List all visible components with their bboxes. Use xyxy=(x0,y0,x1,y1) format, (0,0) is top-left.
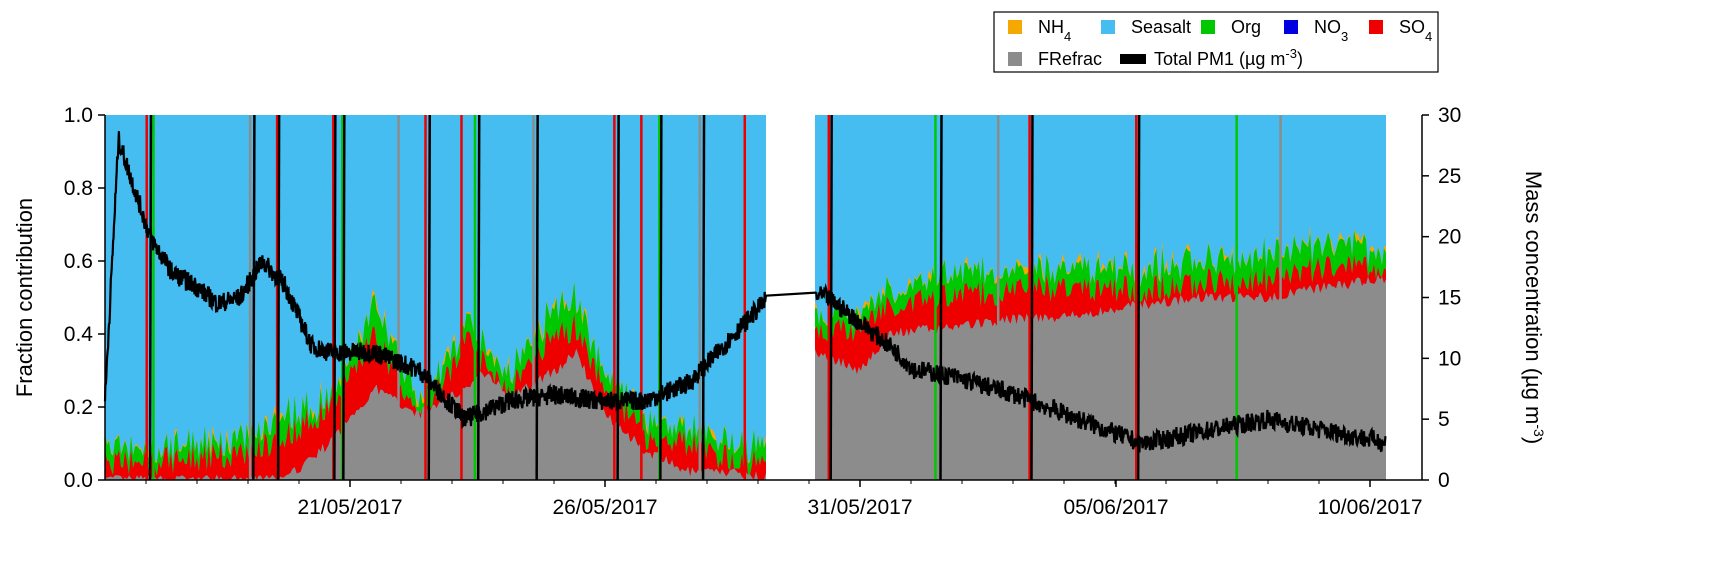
total-pm1-spike xyxy=(476,114,481,481)
event-spike xyxy=(743,115,747,480)
event-spike xyxy=(397,115,400,480)
y-left-tick-label: 0.6 xyxy=(64,250,93,273)
y-right-tick-label: 15 xyxy=(1438,287,1461,310)
total-pm1-spike xyxy=(342,114,346,481)
legend-swatch-org xyxy=(1201,20,1215,34)
event-spike xyxy=(532,115,535,480)
event-spike xyxy=(248,115,252,480)
event-spike xyxy=(698,115,702,480)
event-spike xyxy=(934,115,937,480)
legend-swatch-no3 xyxy=(1284,20,1298,34)
total-pm1-spike xyxy=(252,114,256,481)
org-band xyxy=(105,281,766,476)
event-spike xyxy=(332,115,335,480)
y-left-tick-label: 0.0 xyxy=(64,469,93,492)
total-pm1-spike xyxy=(427,114,432,481)
y-left-tick-label: 0.2 xyxy=(64,396,93,419)
legend-swatch-nh4 xyxy=(1008,20,1022,34)
y-right-tick-label: 20 xyxy=(1438,226,1461,249)
legend-swatch-so4 xyxy=(1369,20,1383,34)
event-spike xyxy=(996,115,1000,480)
frefrac-band xyxy=(105,348,766,480)
plot-area xyxy=(103,114,1387,481)
x-tick-label: 05/06/2017 xyxy=(1063,496,1168,519)
y-right-tick-label: 10 xyxy=(1438,347,1461,370)
y-right-tick-label: 30 xyxy=(1438,104,1461,127)
y-right-tick-label: 5 xyxy=(1438,408,1450,431)
legend-swatch-seasalt xyxy=(1101,20,1115,34)
total-pm1-spike xyxy=(1136,114,1141,481)
y-left-tick-label: 0.4 xyxy=(64,323,94,346)
x-tick-label: 10/06/2017 xyxy=(1317,496,1422,519)
event-spike xyxy=(1135,115,1138,480)
event-spike xyxy=(1235,115,1238,480)
event-spike xyxy=(658,115,661,480)
y-right-tick-label: 25 xyxy=(1438,165,1461,188)
total-pm1-spike xyxy=(829,114,833,481)
total-pm1-spike xyxy=(659,114,663,481)
event-spike xyxy=(341,115,344,480)
legend-label-no3: NO3 xyxy=(1314,17,1348,44)
total-pm1-spike xyxy=(148,114,153,481)
legend-swatch-total xyxy=(1120,54,1146,64)
event-spike xyxy=(613,115,616,480)
y-left-tick-label: 1.0 xyxy=(64,104,93,127)
x-tick-label: 31/05/2017 xyxy=(807,496,912,519)
total-pm1-line xyxy=(103,131,1387,453)
event-spike xyxy=(460,115,463,480)
total-pm1-spike xyxy=(333,114,337,481)
event-spike xyxy=(424,115,427,480)
y-left-tick-label: 0.8 xyxy=(64,177,93,200)
legend-label-nh4: NH4 xyxy=(1038,17,1071,44)
total-pm1-spike xyxy=(276,114,281,481)
so4-band xyxy=(815,254,1386,375)
y-right-tick-label: 0 xyxy=(1438,469,1450,492)
so4-band xyxy=(105,314,766,480)
y-right-axis-title: Mass concentration (µg m-3) xyxy=(1521,171,1547,444)
legend: NH4 Seasalt Org NO3 SO4 FRefrac Total PM1 (µg … xyxy=(993,11,1439,73)
axes: 0.0 0.2 0.4 0.6 0.8 1.0 0 5 10 15 20 25 30 21/05/2017… xyxy=(12,104,1547,519)
total-pm1-spike xyxy=(701,114,706,481)
total-pm1-spike xyxy=(1030,114,1034,481)
event-spike xyxy=(275,115,279,480)
legend-label-org: Org xyxy=(1231,17,1261,37)
legend-label-total: Total PM1 (µg m-3) xyxy=(1154,46,1303,70)
y-left-axis-title: Fraction contribution xyxy=(12,198,37,397)
total-pm1-spike xyxy=(939,114,943,481)
event-spike xyxy=(1028,115,1031,480)
x-tick-label: 26/05/2017 xyxy=(552,496,657,519)
event-spike xyxy=(473,115,477,480)
event-spike xyxy=(145,115,148,480)
event-spike xyxy=(152,115,155,480)
legend-label-seasalt: Seasalt xyxy=(1131,17,1191,37)
event-spike xyxy=(1279,115,1282,480)
x-tick-label: 21/05/2017 xyxy=(297,496,402,519)
legend-swatch-frefrac xyxy=(1008,52,1022,66)
org-band xyxy=(815,230,1386,343)
legend-label-so4: SO4 xyxy=(1399,17,1432,44)
total-pm1-spike xyxy=(616,114,620,481)
legend-label-frefrac: FRefrac xyxy=(1038,49,1102,69)
total-pm1-spike xyxy=(535,114,539,481)
legend-box xyxy=(993,11,1439,73)
event-spike xyxy=(640,115,643,480)
